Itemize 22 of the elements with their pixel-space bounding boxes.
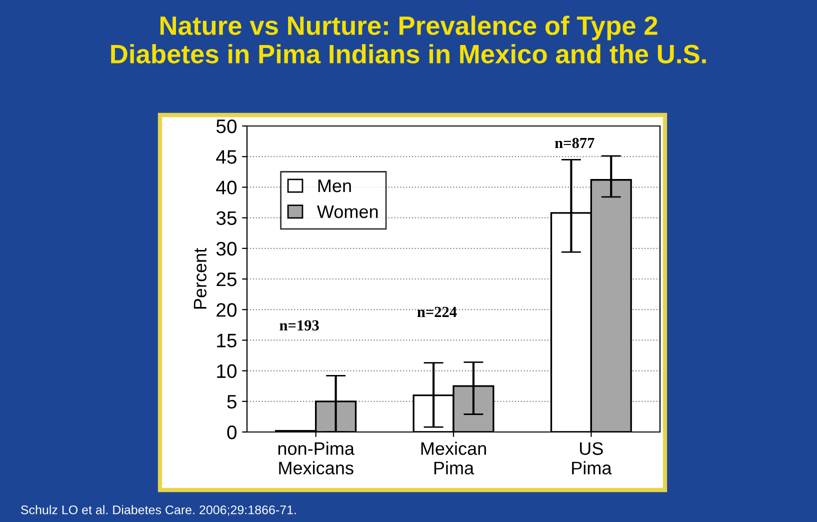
legend-label: Men [318,180,351,192]
y-tick-label: 0 [227,425,237,440]
y-tick-label: 35 [216,211,236,226]
y-tick-label: 45 [216,150,236,164]
y-tick-label: 50 [216,119,237,134]
annotation: n=224 [417,306,457,317]
y-tick-label: 40 [216,180,237,194]
annotation: n=193 [280,320,319,331]
y-tick-label: 15 [217,334,236,348]
y-tick-label: 10 [217,364,237,378]
y-axis-title: Percent [194,248,207,309]
legend-label: Women [317,205,378,218]
annotation: n=877 [555,138,594,148]
y-tick-label: 20 [216,303,237,317]
x-tick-label: Mexican Pima [421,442,486,474]
x-tick-label: non-Pima Mexicans [278,442,354,474]
chart-title: Nature vs Nurture: Prevalence of Type 2 Diabetes in Pima Indians in Mexico and the U.S. [111,16,706,64]
x-tick-label: US Pima [572,442,612,474]
y-tick-label: 5 [227,395,236,409]
text: Schulz LO et al. Diabetes Care. 2006;29:1866-71. [20,505,296,516]
y-tick-label: 25 [216,272,236,286]
y-tick-label: 30 [216,242,237,256]
